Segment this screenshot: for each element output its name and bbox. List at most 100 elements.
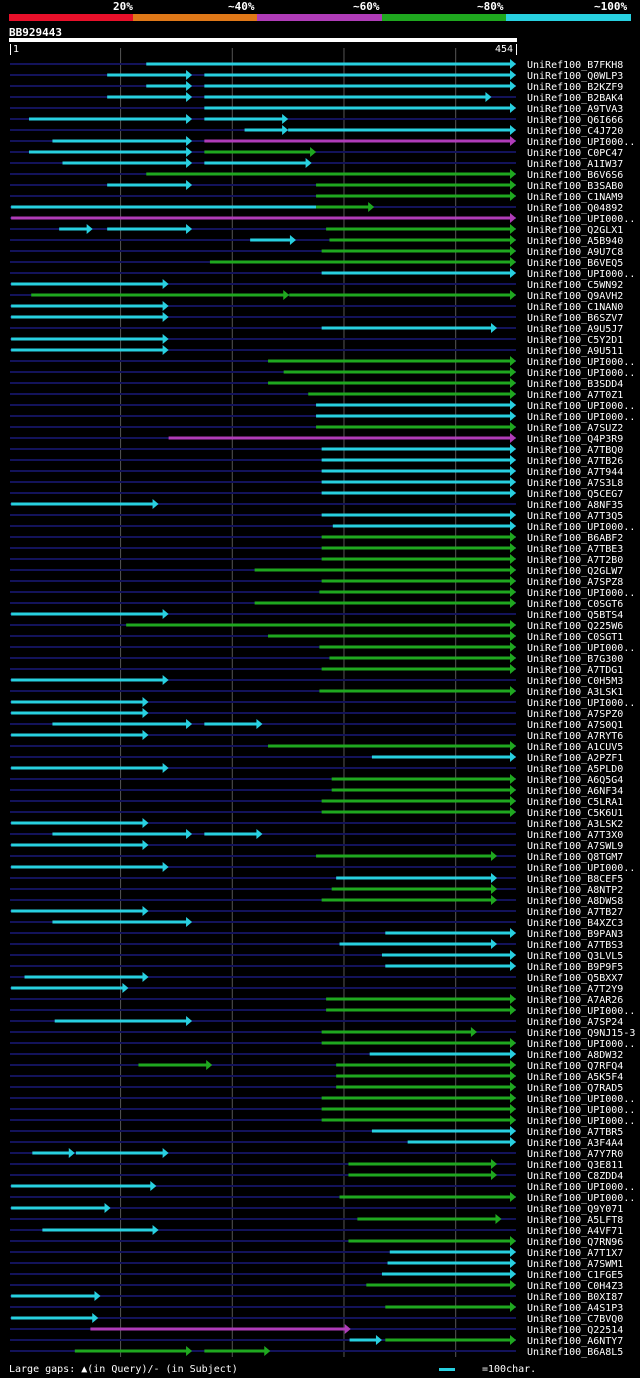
hit-label: UniRef100_A7T944 [527, 467, 623, 478]
hit-label: UniRef100_A7T3X0 [527, 830, 623, 841]
hit-label: UniRef100_Q9NJ15-3 [527, 1028, 635, 1039]
hit-label: UniRef100_A1CUV5 [527, 742, 623, 753]
hit-label: UniRef100_A7TBR5 [527, 1127, 623, 1138]
hit-segment [11, 821, 144, 825]
hit-arrow [510, 961, 516, 971]
hit-arrow [510, 752, 516, 762]
hit-arrow [104, 1203, 111, 1213]
hit-arrow [510, 169, 516, 179]
hit-label: UniRef100_A5PLD0 [527, 764, 623, 775]
hit-arrow [510, 598, 516, 608]
hit-label: UniRef100_A7SPZ8 [527, 577, 623, 588]
hit-label: UniRef100_UPI000.. [527, 137, 635, 148]
hit-segment [321, 480, 511, 484]
hit-segment [204, 1349, 266, 1353]
hit-segment [138, 1063, 208, 1067]
hit-segment [326, 227, 511, 231]
hit-label: UniRef100_A7S0Q1 [527, 720, 623, 731]
hit-arrow [264, 1346, 271, 1356]
hit-label: UniRef100_A7SPZ0 [527, 709, 623, 720]
legend-seg-20 [9, 14, 133, 21]
hit-arrow [510, 994, 516, 1004]
hit-arrow [510, 1236, 516, 1246]
hit-label: UniRef100_B9P9F5 [527, 962, 623, 973]
hit-arrow [510, 1071, 516, 1081]
hit-label: UniRef100_C0SGT1 [527, 632, 623, 643]
hit-segment [62, 161, 188, 165]
hit-arrow [289, 235, 296, 245]
hit-arrow [510, 257, 516, 267]
hit-segment [289, 293, 511, 297]
hit-segment [11, 1184, 152, 1188]
hit-arrow [510, 455, 516, 465]
hit-segment [339, 1195, 511, 1199]
hit-label: UniRef100_C5LRA1 [527, 797, 623, 808]
hit-segment [321, 667, 511, 671]
hit-label: UniRef100_UPI000.. [527, 863, 635, 874]
hit-arrow [282, 114, 289, 124]
hit-arrow [186, 147, 193, 157]
hit-arrow [92, 1313, 99, 1323]
hit-segment [11, 711, 144, 715]
hit-label: UniRef100_A7S3L8 [527, 478, 623, 489]
hit-arrow [510, 444, 516, 454]
hit-segment [385, 964, 511, 968]
hit-arrow [510, 1005, 516, 1015]
hit-label: UniRef100_C0PC47 [527, 148, 623, 159]
hit-label: UniRef100_UPI000.. [527, 214, 635, 225]
legend-label-80: ~80% [477, 0, 504, 13]
hit-label: UniRef100_A7T3Q5 [527, 511, 623, 522]
hit-label: UniRef100_A9TVA3 [527, 104, 623, 115]
hit-arrow [510, 554, 516, 564]
hit-label: UniRef100_B8CEF5 [527, 874, 623, 885]
hit-segment [369, 1052, 511, 1056]
hit-arrow [162, 345, 169, 355]
hit-arrow [162, 279, 169, 289]
hit-label: UniRef100_B3SDD4 [527, 379, 623, 390]
hit-segment [385, 1338, 511, 1342]
hit-label: UniRef100_A7AR26 [527, 995, 623, 1006]
hit-label: UniRef100_A7T2B0 [527, 555, 623, 566]
hit-label: UniRef100_Q9AVH2 [527, 291, 623, 302]
hit-segment [90, 1327, 346, 1331]
hit-arrow [344, 1324, 351, 1334]
hit-label: UniRef100_A8DWS8 [527, 896, 623, 907]
hit-segment [316, 194, 511, 198]
hit-segment [316, 183, 511, 187]
hit-segment [74, 1349, 188, 1353]
hit-segment [204, 84, 512, 88]
hit-arrow [162, 675, 169, 685]
hit-arrow [186, 136, 193, 146]
hit-label: UniRef100_UPI000.. [527, 357, 635, 368]
hit-segment [321, 326, 493, 330]
hit-segment [336, 1063, 511, 1067]
hit-arrow [510, 576, 516, 586]
hit-label: UniRef100_A5LFT8 [527, 1215, 623, 1226]
hit-arrow [510, 136, 516, 146]
hit-arrow [510, 433, 516, 443]
hit-segment [107, 227, 188, 231]
hit-label: UniRef100_A7TB27 [527, 907, 623, 918]
hit-segment [11, 1206, 106, 1210]
hit-segment [308, 392, 511, 396]
hit-arrow [510, 950, 516, 960]
hit-segment [321, 1107, 511, 1111]
hit-arrow [186, 917, 193, 927]
hit-segment [288, 128, 511, 132]
hit-arrow [256, 719, 263, 729]
hit-arrow [510, 631, 516, 641]
hit-label: UniRef100_UPI000.. [527, 1116, 635, 1127]
hit-segment [24, 975, 144, 979]
hit-label: UniRef100_Q04892 [527, 203, 623, 214]
hit-segment [75, 1151, 164, 1155]
hit-label: UniRef100_C1NAM9 [527, 192, 623, 203]
ruler-end-label: 454 [495, 44, 514, 55]
hit-segment [321, 491, 511, 495]
hit-segment [385, 1305, 511, 1309]
hit-arrow [256, 829, 263, 839]
hit-arrow [510, 1247, 516, 1257]
hit-arrow [510, 422, 516, 432]
hit-segment [54, 1019, 188, 1023]
hit-arrow [510, 389, 516, 399]
hit-arrow [510, 928, 516, 938]
